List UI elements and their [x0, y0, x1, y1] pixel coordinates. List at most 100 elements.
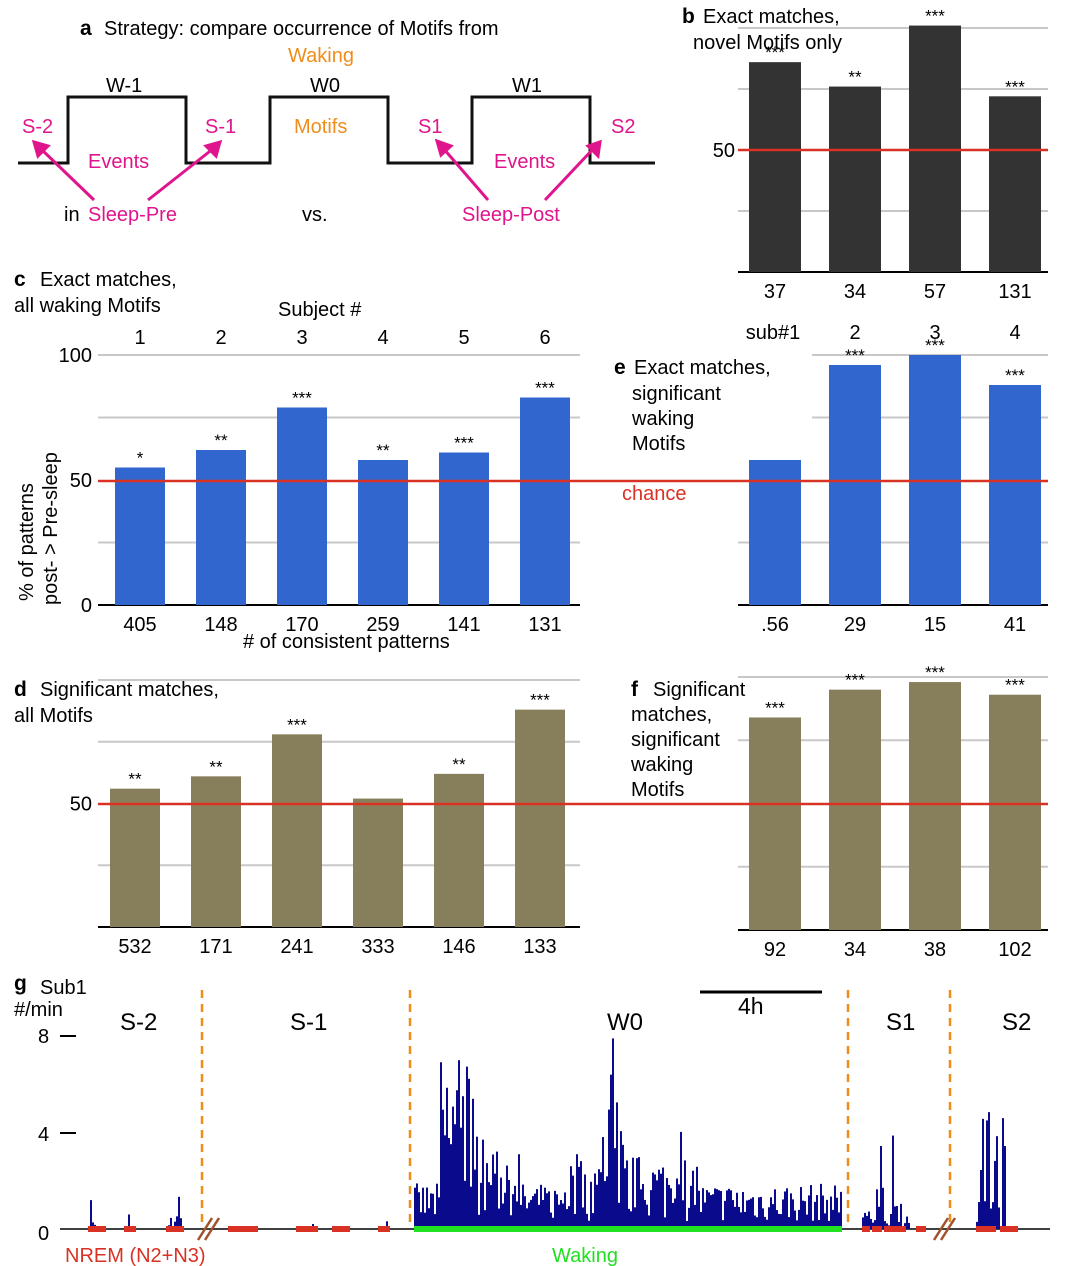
rate-bar: [908, 1222, 910, 1229]
rate-bar: [616, 1102, 618, 1229]
significance-marker: **: [128, 770, 142, 789]
rate-bar: [690, 1185, 692, 1229]
rate-bar: [486, 1163, 488, 1229]
w-minus1-label: W-1: [106, 75, 142, 97]
category-label: 141: [447, 614, 480, 636]
nrem-band: [872, 1226, 882, 1232]
rate-bar: [544, 1187, 546, 1229]
rate-bar: [802, 1200, 804, 1229]
panel-c-letter: c: [14, 268, 26, 291]
significance-marker: ***: [1005, 366, 1025, 385]
ytick-label: 50: [713, 140, 735, 162]
rate-bar: [992, 1202, 994, 1229]
rate-bar: [990, 1208, 992, 1229]
rate-bar: [170, 1217, 172, 1229]
ytick-label: 0: [81, 595, 92, 617]
rate-bar: [684, 1160, 686, 1229]
rate-bar: [646, 1204, 648, 1229]
bar: [110, 788, 160, 927]
bar: [191, 776, 241, 927]
rate-bar: [890, 1213, 892, 1229]
rate-bar: [524, 1196, 526, 1229]
rate-bar: [546, 1193, 548, 1229]
segment-s2: S2: [1002, 1009, 1031, 1036]
rate-bar: [986, 1120, 988, 1229]
rate-bar: [670, 1188, 672, 1229]
rate-bar: [754, 1215, 756, 1229]
nrem-band: [296, 1226, 318, 1232]
rate-bar: [570, 1166, 572, 1229]
rate-bar: [672, 1202, 674, 1229]
rate-bar: [496, 1151, 498, 1229]
rate-bar: [838, 1212, 840, 1229]
panel-b-title-line2: novel Motifs only: [693, 32, 842, 54]
rate-bar: [640, 1189, 642, 1229]
rate-bar: [434, 1214, 436, 1229]
rate-bar: [626, 1160, 628, 1229]
rate-bar: [824, 1213, 826, 1229]
rate-bar: [652, 1172, 654, 1229]
rate-bar: [676, 1178, 678, 1229]
rate-bar: [724, 1200, 726, 1229]
rate-bar: [644, 1199, 646, 1229]
nrem-band: [1000, 1226, 1018, 1232]
rate-bar: [180, 1218, 182, 1229]
panel-c: c Exact matches, all waking Motifs Subje…: [14, 268, 687, 653]
rate-bar: [766, 1219, 768, 1229]
panel-g-letter: g: [14, 972, 27, 995]
rate-bar: [506, 1165, 508, 1229]
rate-bar: [752, 1197, 754, 1229]
sleep-pre-label: Sleep-Pre: [88, 204, 177, 226]
rate-bar: [452, 1106, 454, 1229]
rate-bar: [426, 1187, 428, 1229]
rate-bar: [632, 1157, 634, 1229]
rate-bar: [820, 1183, 822, 1229]
rate-bar: [642, 1183, 644, 1229]
rate-bar: [800, 1187, 802, 1229]
rate-bar: [866, 1215, 868, 1229]
events-label-right: Events: [494, 151, 555, 173]
bar: [434, 773, 484, 927]
rate-bar: [822, 1195, 824, 1229]
bar: [829, 365, 881, 605]
rate-bar: [418, 1192, 420, 1229]
category-label: 38: [924, 939, 946, 961]
rate-bar: [698, 1190, 700, 1229]
significance-marker: ***: [535, 379, 555, 398]
waking-band: [414, 1226, 842, 1232]
category-label: 148: [204, 614, 237, 636]
nrem-legend: NREM (N2+N3): [65, 1245, 206, 1266]
panel-b-letter: b: [682, 5, 695, 28]
bar: [353, 798, 403, 927]
rate-bar: [762, 1208, 764, 1229]
panel-e-title-line1: Exact matches,: [634, 357, 771, 379]
subject-number: 3: [296, 327, 307, 349]
rate-bar: [790, 1193, 792, 1229]
rate-bar: [726, 1190, 728, 1229]
rate-bar: [586, 1213, 588, 1229]
panel-f-title-line1: Significant: [653, 679, 746, 701]
rate-bar: [580, 1161, 582, 1229]
rate-bar: [174, 1221, 176, 1229]
waking-legend: Waking: [552, 1245, 618, 1266]
nrem-band: [332, 1226, 350, 1232]
rate-bar: [542, 1200, 544, 1229]
rate-bar: [700, 1211, 702, 1229]
rate-bar: [742, 1191, 744, 1229]
rate-bar: [874, 1220, 876, 1229]
rate-bar: [490, 1185, 492, 1229]
rate-bar: [702, 1188, 704, 1229]
rate-bar: [448, 1138, 450, 1229]
rate-bar: [666, 1178, 668, 1229]
category-label: 41: [1004, 614, 1026, 636]
rate-bar: [624, 1168, 626, 1229]
rate-bar: [460, 1127, 462, 1229]
rate-bar: [504, 1192, 506, 1229]
subject-number: 2: [849, 322, 860, 344]
rate-bar: [442, 1109, 444, 1229]
rate-bar: [622, 1144, 624, 1229]
rate-bar: [692, 1170, 694, 1229]
bar: [520, 397, 570, 605]
significance-marker: ***: [845, 671, 865, 690]
